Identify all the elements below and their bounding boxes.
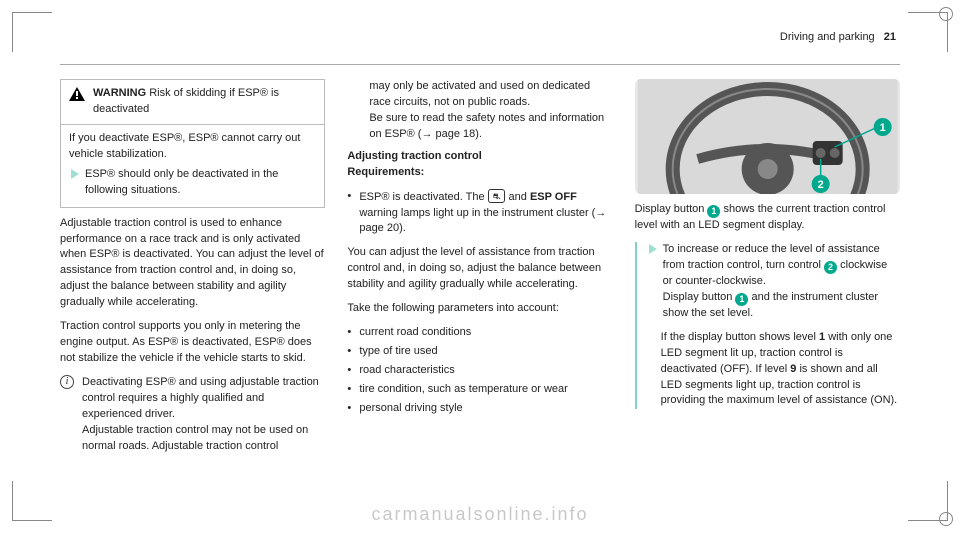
requirement-item: ESP® is deactivated. The ⛐ and ESP OFF w… <box>347 189 612 238</box>
section-title: Driving and parking <box>780 31 875 43</box>
header-rule <box>60 64 900 65</box>
callout-ref-2: 2 <box>824 261 837 274</box>
col2-para-2: Take the following parameters into accou… <box>347 301 612 317</box>
param-item-3: road characteristics <box>347 363 612 379</box>
col1-para-2: Traction control supports you only in me… <box>60 319 325 367</box>
warning-title: WARNING Risk of skidding if ESP® is deac… <box>93 86 316 118</box>
warning-label: WARNING <box>93 87 146 99</box>
steering-wheel-figure: 1 2 <box>635 79 900 194</box>
col2-heading-requirements: Requirements: <box>347 165 612 181</box>
callout-ref-1: 1 <box>707 205 720 218</box>
watermark: carmanualsonline.info <box>0 501 960 527</box>
crop-mark-bl <box>12 481 52 521</box>
param-item-2: type of tire used <box>347 344 612 360</box>
warning-bullet-text: ESP® should only be deactivated in the f… <box>85 167 316 199</box>
callout-2-label: 2 <box>817 179 823 191</box>
param-item-5: personal driving style <box>347 401 612 417</box>
steering-wheel-svg: 1 2 <box>635 79 900 194</box>
col2-heading-adjusting: Adjusting traction control <box>347 149 612 165</box>
play-bullet-icon <box>649 244 657 254</box>
parameters-list: current road conditions type of tire use… <box>347 325 612 417</box>
requirements-list: ESP® is deactivated. The ⛐ and ESP OFF w… <box>347 189 612 238</box>
req-text-pre: ESP® is deactivated. The <box>359 191 487 203</box>
param-item-1: current road conditions <box>347 325 612 341</box>
crop-mark-tl <box>12 12 52 52</box>
play-bullet-icon <box>71 169 79 179</box>
param-item-4: tire condition, such as temperature or w… <box>347 382 612 398</box>
callout-1-label: 1 <box>879 122 885 134</box>
running-header: Driving and parking 21 <box>60 30 900 46</box>
column-2: may only be activated and used on dedica… <box>347 79 612 455</box>
req-text-post: warning lamps light up in the instrument… <box>359 207 606 235</box>
warning-box: WARNING Risk of skidding if ESP® is deac… <box>60 79 325 208</box>
warning-body: If you deactivate ESP®, ESP® cannot carr… <box>61 125 324 207</box>
info-note: i Deactivating ESP® and using adjustable… <box>60 375 325 455</box>
p2-pre: If the display button shows level <box>661 331 819 343</box>
procedure-step-text: To increase or reduce the level of assis… <box>663 242 900 322</box>
callout-ref-1b: 1 <box>735 293 748 306</box>
crop-mark-br <box>908 481 948 521</box>
req-text-mid: and <box>505 191 529 203</box>
warning-bullet: ESP® should only be deactivated in the f… <box>69 167 316 199</box>
procedure-step: To increase or reduce the level of assis… <box>647 242 900 322</box>
req-espoff: ESP OFF <box>530 191 577 203</box>
column-3: 1 2 Display button 1 shows the current t… <box>635 79 900 455</box>
esp-car-icon: ⛐ <box>488 189 506 203</box>
page-number: 21 <box>884 31 896 43</box>
col2-para-1: You can adjust the level of assistance f… <box>347 245 612 293</box>
caption-pre: Display button <box>635 203 708 215</box>
warning-body-text: If you deactivate ESP®, ESP® cannot carr… <box>69 131 316 163</box>
procedure-block: To increase or reduce the level of assis… <box>635 242 900 410</box>
column-1: WARNING Risk of skidding if ESP® is deac… <box>60 79 325 455</box>
step-l2a: Display button <box>663 291 736 303</box>
crop-mark-tr <box>908 12 948 52</box>
col2-continuation: may only be activated and used on dedica… <box>347 79 612 143</box>
figure-caption: Display button 1 shows the current tract… <box>635 202 900 234</box>
warning-triangle-icon <box>69 87 85 101</box>
col1-para-1: Adjustable traction control is used to e… <box>60 216 325 312</box>
procedure-note: If the display button shows level 1 with… <box>647 330 900 410</box>
page: Driving and parking 21 WARNING Risk of s… <box>0 0 960 475</box>
info-icon: i <box>60 375 74 389</box>
info-text: Deactivating ESP® and using adjustable t… <box>82 375 325 455</box>
columns: WARNING Risk of skidding if ESP® is deac… <box>60 79 900 455</box>
warning-head: WARNING Risk of skidding if ESP® is deac… <box>61 80 324 125</box>
